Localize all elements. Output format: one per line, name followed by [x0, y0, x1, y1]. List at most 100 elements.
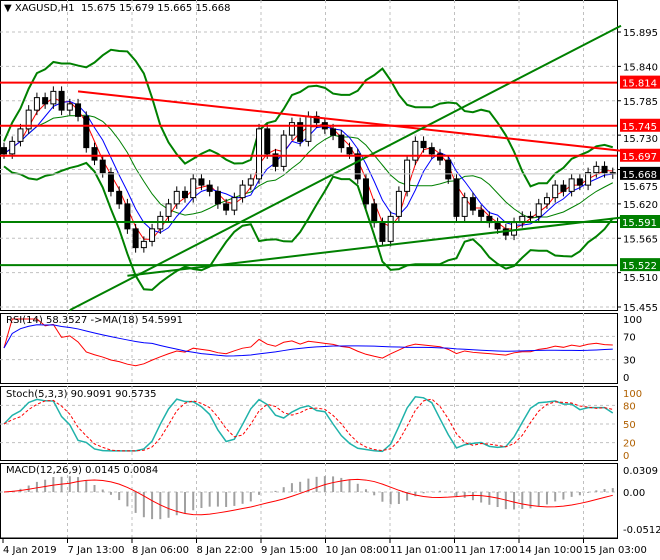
level-tag	[620, 258, 660, 272]
time-label: 14 Jan 10:00	[519, 545, 582, 556]
macd-tick: 0.0309	[623, 466, 658, 477]
candle-body	[428, 147, 435, 155]
stoch-tick: 50	[623, 420, 636, 431]
level-tag	[620, 215, 660, 228]
price-label: 15.895	[623, 28, 658, 39]
macd-tick: -0.0512	[623, 525, 660, 536]
level-label: 15.591	[622, 218, 657, 229]
candle-body	[214, 190, 221, 205]
candle-body	[576, 178, 583, 186]
candle-body	[42, 97, 49, 105]
candle-body	[116, 190, 123, 205]
candle-body	[17, 128, 24, 142]
candle-body	[247, 178, 254, 186]
candle-body	[585, 172, 592, 186]
candle-body	[280, 134, 287, 167]
price-label: 15.730	[623, 134, 658, 145]
candle-body	[527, 215, 534, 218]
candle-body	[330, 128, 337, 136]
stoch-tick: 0	[623, 451, 629, 462]
bollinger-middle	[3, 114, 614, 219]
candle-body	[420, 140, 427, 149]
rsi-ma-line	[3, 324, 613, 357]
stoch-tick: 20	[623, 439, 636, 450]
candle-body	[395, 190, 402, 217]
level-tag	[620, 75, 660, 89]
rsi-tick: 30	[623, 356, 636, 367]
candle-body	[264, 128, 271, 155]
candle-body	[107, 172, 114, 192]
price-label: 15.840	[623, 62, 658, 73]
trendline	[69, 24, 622, 312]
candle-body	[297, 122, 304, 142]
candle-body	[437, 153, 444, 161]
candle-body	[66, 103, 73, 111]
candle-body	[75, 103, 82, 117]
time-label: 15 Jan 03:00	[584, 545, 647, 556]
stoch-tick: 100	[623, 389, 642, 400]
candle-body	[593, 165, 600, 174]
candle-body	[140, 240, 147, 249]
candle-body	[206, 184, 213, 192]
bollinger-lower	[3, 161, 614, 291]
candle-body	[91, 147, 98, 161]
chart-title: ▼ XAGUSD,H1 15.675 15.679 15.665 15.668	[4, 3, 231, 14]
candle-body	[354, 153, 361, 180]
candle-body	[387, 215, 394, 242]
candle-body	[9, 140, 16, 155]
candle-body	[461, 197, 468, 217]
candle-body	[33, 97, 40, 111]
price-label: 15.510	[623, 273, 658, 284]
macd-title: MACD(12,26,9) 0.0145 0.0084	[6, 465, 159, 476]
candle-body	[346, 147, 353, 155]
candle-body	[173, 190, 180, 205]
stoch-main-line	[3, 395, 614, 453]
trendline	[77, 90, 622, 152]
candle-body	[256, 128, 263, 180]
candle-body	[1, 147, 7, 155]
candle-body	[362, 178, 369, 205]
candle-body	[239, 184, 246, 199]
level-tag	[620, 148, 660, 162]
symbol: XAGUSD,H1	[14, 3, 75, 14]
candle-body	[404, 159, 411, 192]
bollinger-upper	[3, 48, 614, 188]
macd-tick: 0.00	[623, 488, 645, 499]
candle-body	[198, 178, 205, 186]
candle-body	[149, 228, 156, 242]
current-price-label: 15.668	[622, 170, 657, 181]
ohlc: 15.675 15.679 15.665 15.668	[80, 3, 231, 14]
candle-body	[83, 115, 90, 149]
current-price-tag	[620, 166, 660, 180]
rsi-title: RSI(14) 58.3527 ->MA(18) 54.5991	[6, 315, 183, 326]
time-label: 7 Jan 13:00	[68, 545, 125, 556]
candle-body	[469, 197, 476, 211]
candle-body	[132, 228, 139, 249]
rsi-line	[3, 318, 613, 367]
candle-body	[560, 184, 567, 192]
candle-body	[412, 140, 419, 161]
candle-body	[223, 203, 230, 211]
candle-body	[124, 203, 131, 230]
candle-body	[288, 122, 295, 136]
candle-body	[165, 203, 172, 217]
rsi-tick: 100	[623, 315, 642, 326]
candle-body	[552, 184, 559, 199]
candle-body	[445, 159, 452, 180]
candle-body	[58, 90, 65, 111]
level-label: 15.522	[622, 261, 657, 272]
stoch-signal-line	[3, 398, 613, 452]
candle-body	[453, 178, 460, 217]
candle-body	[543, 197, 550, 205]
candle-body	[99, 159, 106, 174]
time-label: 11 Jan 17:00	[455, 545, 518, 556]
price-label: 15.675	[623, 182, 658, 193]
candle-body	[190, 178, 197, 199]
macd-signal-line	[3, 478, 613, 516]
candle-body	[371, 203, 378, 224]
candle-body	[494, 222, 501, 230]
candle-body	[50, 90, 57, 105]
time-label: 4 Jan 2019	[3, 545, 57, 556]
